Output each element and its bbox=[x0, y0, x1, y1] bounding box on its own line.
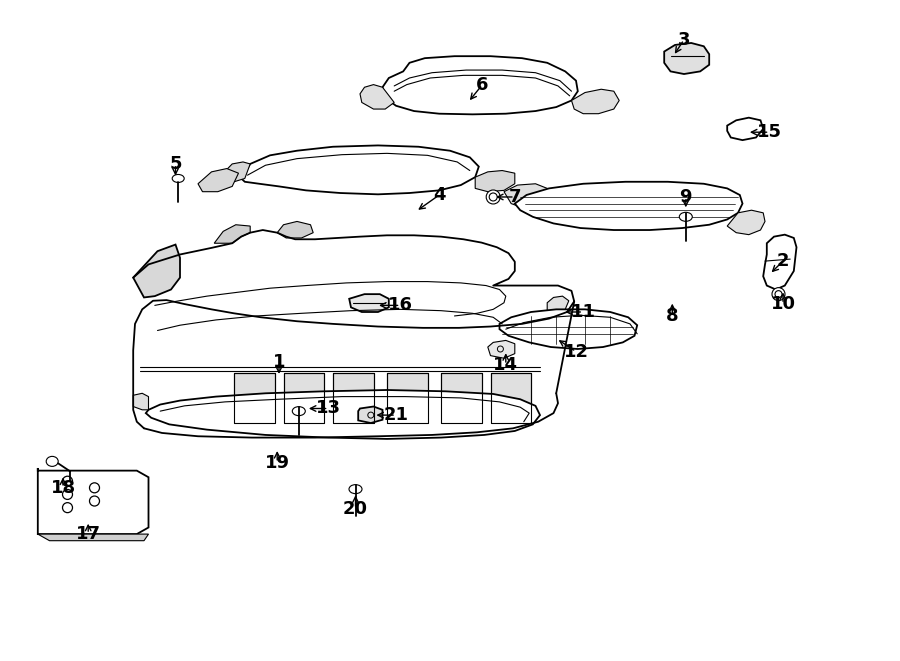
Polygon shape bbox=[146, 390, 540, 439]
Polygon shape bbox=[727, 210, 765, 235]
Text: 1: 1 bbox=[273, 353, 285, 371]
Text: 6: 6 bbox=[476, 75, 489, 94]
Polygon shape bbox=[382, 56, 578, 114]
Text: 14: 14 bbox=[493, 356, 518, 374]
Polygon shape bbox=[333, 373, 374, 423]
Polygon shape bbox=[500, 309, 637, 349]
Ellipse shape bbox=[292, 407, 305, 416]
Ellipse shape bbox=[680, 212, 692, 221]
Text: 7: 7 bbox=[508, 188, 521, 206]
Text: 5: 5 bbox=[169, 155, 182, 173]
Polygon shape bbox=[515, 182, 742, 230]
Text: 2: 2 bbox=[777, 252, 789, 270]
Polygon shape bbox=[572, 89, 619, 114]
Polygon shape bbox=[547, 296, 569, 314]
Text: 4: 4 bbox=[433, 186, 446, 204]
Text: 3: 3 bbox=[678, 30, 690, 49]
Polygon shape bbox=[441, 373, 482, 423]
Text: 13: 13 bbox=[316, 399, 341, 418]
Polygon shape bbox=[358, 407, 382, 423]
Polygon shape bbox=[488, 340, 515, 358]
Text: 20: 20 bbox=[343, 500, 368, 518]
Polygon shape bbox=[504, 184, 549, 208]
Polygon shape bbox=[241, 145, 479, 194]
Polygon shape bbox=[727, 118, 763, 140]
Polygon shape bbox=[491, 373, 531, 423]
Text: 15: 15 bbox=[757, 123, 782, 141]
Ellipse shape bbox=[349, 485, 362, 494]
Polygon shape bbox=[387, 373, 428, 423]
Polygon shape bbox=[38, 468, 148, 534]
Text: 9: 9 bbox=[680, 188, 692, 206]
Text: 10: 10 bbox=[770, 295, 796, 313]
Ellipse shape bbox=[486, 190, 500, 204]
Ellipse shape bbox=[62, 476, 73, 486]
Ellipse shape bbox=[89, 483, 100, 493]
Text: 12: 12 bbox=[563, 342, 589, 361]
Polygon shape bbox=[349, 294, 389, 312]
Text: 21: 21 bbox=[383, 406, 409, 424]
Polygon shape bbox=[277, 221, 313, 238]
Polygon shape bbox=[133, 393, 148, 410]
Text: 16: 16 bbox=[388, 296, 413, 315]
Text: 17: 17 bbox=[76, 525, 101, 543]
Ellipse shape bbox=[62, 489, 73, 500]
Polygon shape bbox=[214, 225, 250, 243]
Polygon shape bbox=[38, 534, 148, 541]
Text: 18: 18 bbox=[50, 479, 76, 497]
Polygon shape bbox=[133, 245, 180, 297]
Text: 19: 19 bbox=[265, 453, 290, 472]
Ellipse shape bbox=[490, 193, 497, 201]
Ellipse shape bbox=[775, 291, 782, 297]
Polygon shape bbox=[234, 373, 274, 423]
Polygon shape bbox=[763, 235, 796, 290]
Ellipse shape bbox=[46, 456, 58, 467]
Polygon shape bbox=[223, 162, 250, 182]
Polygon shape bbox=[664, 43, 709, 74]
Ellipse shape bbox=[89, 496, 100, 506]
Polygon shape bbox=[360, 85, 394, 109]
Ellipse shape bbox=[62, 502, 73, 513]
Polygon shape bbox=[475, 171, 515, 192]
Text: 8: 8 bbox=[666, 307, 679, 325]
Polygon shape bbox=[198, 169, 238, 192]
Text: 11: 11 bbox=[571, 303, 596, 321]
Polygon shape bbox=[284, 373, 324, 423]
Ellipse shape bbox=[172, 175, 184, 182]
Ellipse shape bbox=[772, 288, 785, 301]
